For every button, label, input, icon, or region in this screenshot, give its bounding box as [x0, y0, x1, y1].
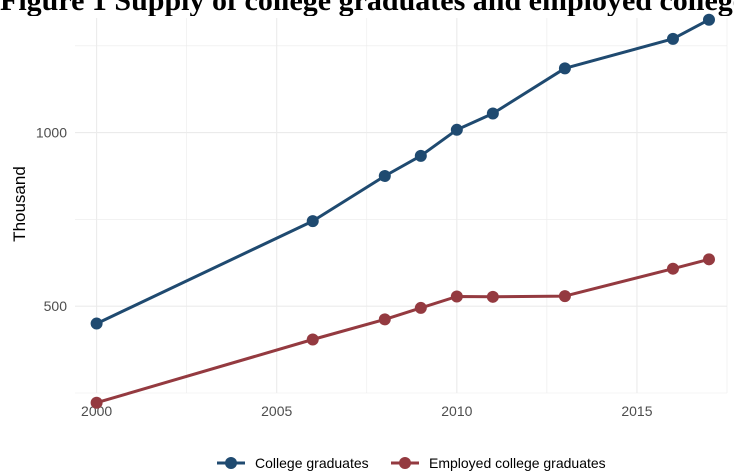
data-point-2 — [702, 253, 715, 266]
data-series — [90, 13, 715, 409]
data-point-2 — [558, 290, 571, 303]
data-point-2 — [666, 262, 679, 275]
data-point-2 — [378, 313, 391, 326]
x-tick-label: 2015 — [621, 403, 652, 419]
chart-title: Figure 1 Supply of college graduates and… — [0, 0, 734, 16]
data-point-2 — [450, 290, 463, 303]
grid-lines — [75, 18, 728, 394]
x-tick-label: 2005 — [261, 403, 292, 419]
legend-key-marker — [225, 457, 237, 469]
data-point-2 — [306, 333, 319, 346]
data-point-1 — [450, 123, 463, 136]
data-point-1 — [414, 149, 427, 162]
legend-label: Employed college graduates — [429, 455, 606, 471]
legend-label: College graduates — [255, 455, 369, 471]
data-point-1 — [558, 62, 571, 75]
data-point-2 — [414, 301, 427, 314]
data-point-1 — [90, 317, 103, 330]
data-point-2 — [486, 290, 499, 303]
y-tick-labels: 500 1000 — [36, 125, 67, 315]
data-point-1 — [378, 169, 391, 182]
legend: College graduates Employed college gradua… — [217, 455, 606, 471]
y-axis-label: Thousand — [10, 166, 29, 242]
x-tick-label: 2000 — [81, 403, 112, 419]
data-point-2 — [90, 396, 103, 409]
data-point-1 — [486, 107, 499, 120]
data-point-1 — [666, 32, 679, 45]
y-tick-label: 500 — [44, 298, 68, 314]
data-point-1 — [306, 215, 319, 228]
series-line-1 — [95, 18, 710, 325]
x-tick-label: 2010 — [441, 403, 472, 419]
y-tick-label: 1000 — [36, 125, 67, 141]
x-tick-labels: 2000 2005 2010 2015 — [81, 403, 653, 419]
data-point-1 — [702, 13, 715, 26]
legend-key-marker — [399, 457, 411, 469]
